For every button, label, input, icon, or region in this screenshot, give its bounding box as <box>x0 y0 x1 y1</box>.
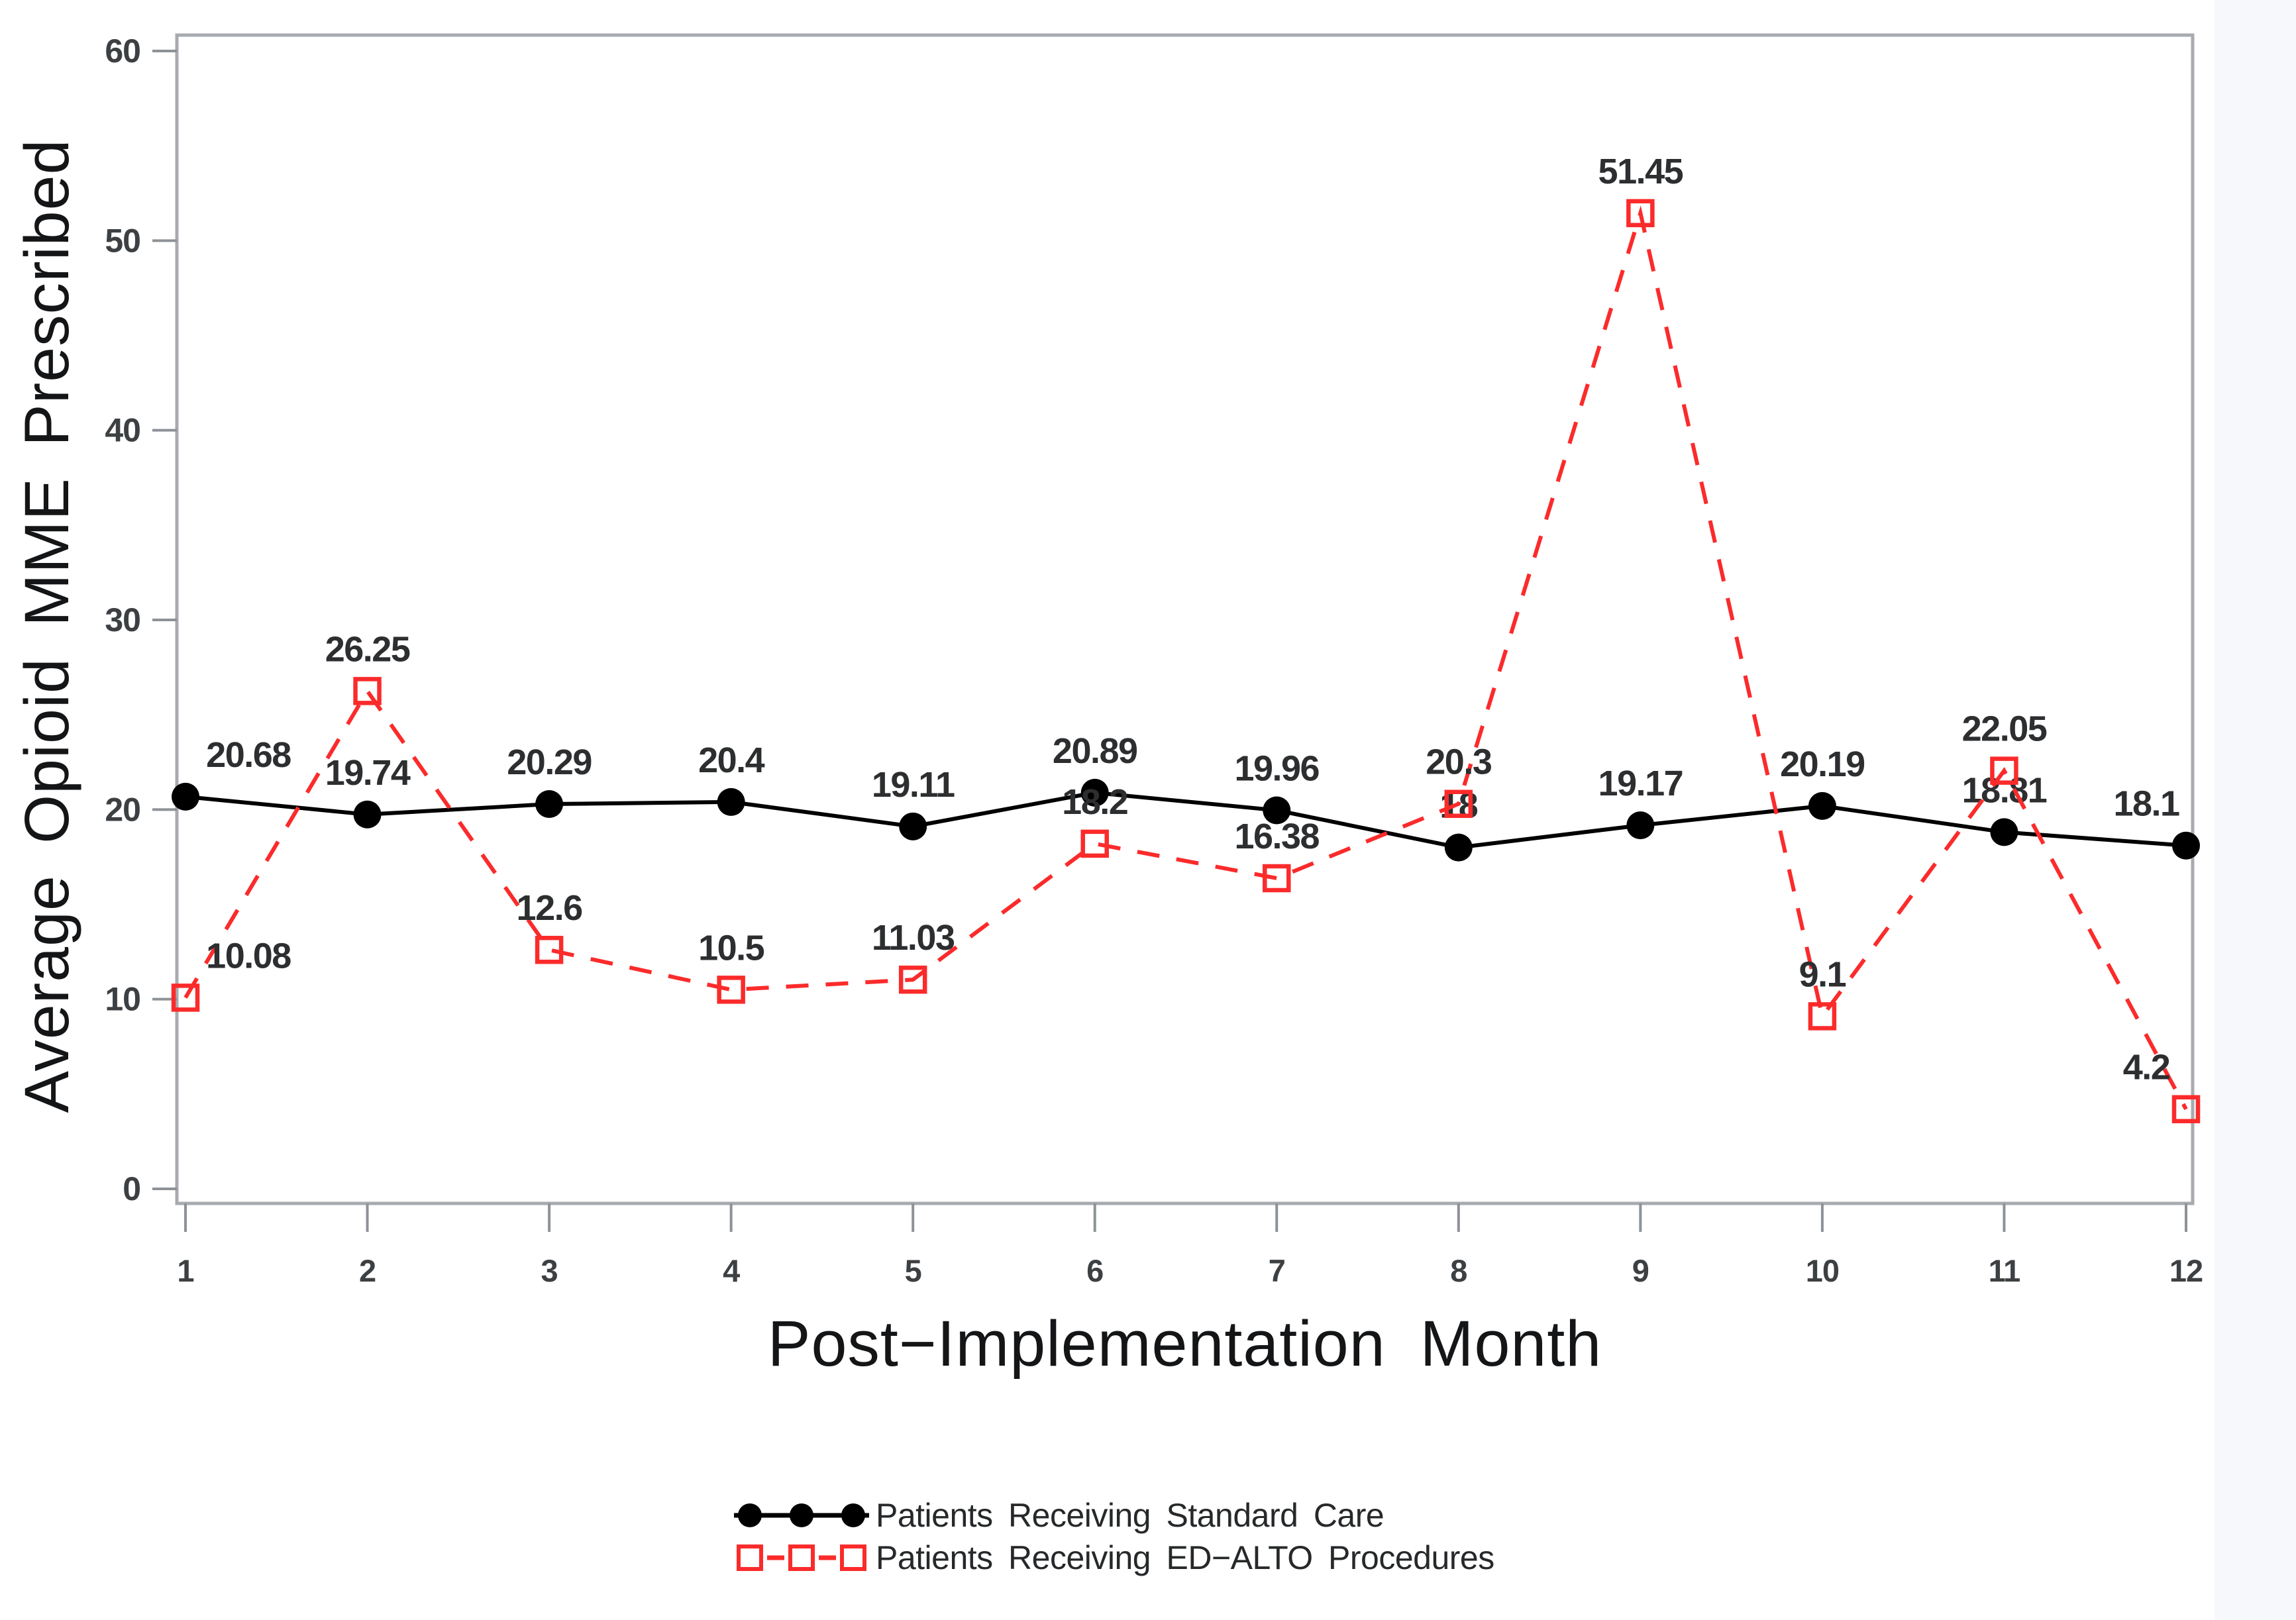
legend-filled-circle-icon <box>790 1503 813 1527</box>
legend-open-square-icon <box>737 1544 763 1571</box>
legend-open-square-icon <box>840 1544 866 1571</box>
data-point-ed-alto <box>535 935 564 964</box>
data-label: 10.08 <box>206 936 291 976</box>
data-point-ed-alto <box>1808 1002 1837 1031</box>
data-label: 10.5 <box>698 928 764 968</box>
x-tick-label: 3 <box>541 1253 558 1288</box>
data-point-ed-alto <box>1263 864 1291 893</box>
data-point-ed-alto <box>1080 829 1109 858</box>
x-tick-label: 10 <box>1806 1253 1839 1288</box>
x-tick-label: 8 <box>1450 1253 1467 1288</box>
y-tick-label: 30 <box>105 601 140 638</box>
data-point-standard-care <box>1444 833 1473 862</box>
data-label: 20.89 <box>1053 731 1137 771</box>
x-tick-label: 11 <box>1989 1253 2020 1288</box>
x-tick-label: 4 <box>723 1253 740 1288</box>
x-tick-label: 7 <box>1269 1253 1285 1288</box>
data-point-ed-alto <box>353 677 382 705</box>
y-tick-label: 0 <box>123 1170 140 1207</box>
data-label: 20.68 <box>206 735 291 775</box>
data-label: 20.3 <box>1426 742 1492 782</box>
data-label: 18.1 <box>2113 784 2179 824</box>
data-point-standard-care <box>2172 831 2200 860</box>
data-point-standard-care <box>1808 791 1836 820</box>
x-tick-label: 9 <box>1632 1253 1649 1288</box>
data-label: 12.6 <box>517 888 583 928</box>
data-point-standard-care <box>717 787 745 816</box>
data-label: 11.03 <box>872 918 955 958</box>
x-tick-label: 6 <box>1086 1253 1103 1288</box>
data-label: 20.29 <box>507 742 592 782</box>
data-label: 20.4 <box>698 740 765 780</box>
y-tick-label: 10 <box>105 981 140 1018</box>
y-tick-label: 60 <box>105 32 140 70</box>
data-label: 19.11 <box>872 765 955 805</box>
x-tick-label: 12 <box>2169 1253 2203 1288</box>
data-point-standard-care <box>353 800 382 829</box>
legend-filled-circle-icon <box>738 1503 762 1527</box>
data-label: 16.38 <box>1234 817 1319 856</box>
series-line-standard-care <box>185 790 2187 850</box>
legend-filled-circle-icon <box>841 1503 865 1527</box>
data-point-ed-alto <box>717 976 745 1004</box>
data-label: 19.17 <box>1598 764 1683 803</box>
x-tick-label: 1 <box>177 1253 193 1288</box>
data-point-ed-alto <box>898 965 927 994</box>
data-point-ed-alto <box>1626 199 1655 228</box>
data-label: 19.96 <box>1234 748 1319 788</box>
x-tick-label: 5 <box>905 1253 921 1288</box>
data-point-ed-alto <box>1444 789 1473 818</box>
data-label: 51.45 <box>1598 152 1683 191</box>
legend-item-ed-alto: Patients Receiving ED−ALTO Procedures <box>737 1539 1494 1576</box>
series-line-ed-alto <box>183 205 2188 1111</box>
data-point-standard-care <box>535 790 564 819</box>
legend-open-square-icon <box>788 1544 815 1571</box>
data-point-standard-care <box>1263 796 1291 825</box>
plot-frame <box>175 33 2195 1205</box>
data-label: 4.2 <box>2123 1048 2170 1088</box>
y-tick-label: 50 <box>105 222 140 259</box>
x-axis-title: Post−Implementation Month <box>768 1307 1602 1380</box>
data-point-standard-care <box>1626 811 1655 840</box>
legend-label: Patients Receiving ED−ALTO Procedures <box>876 1539 1494 1576</box>
data-label: 18.81 <box>1962 770 2047 810</box>
data-label: 19.74 <box>325 753 411 793</box>
data-point-ed-alto <box>171 984 200 1012</box>
data-label: 20.19 <box>1780 744 1865 784</box>
legend-item-standard-care: Patients Receiving Standard Care <box>734 1497 1384 1534</box>
scan-edge-strip <box>2215 0 2296 1620</box>
data-point-standard-care <box>1990 818 2018 846</box>
x-tick-label: 2 <box>359 1253 376 1288</box>
data-point-standard-care <box>899 812 927 840</box>
y-tick-label: 40 <box>105 412 140 449</box>
y-tick-label: 20 <box>105 791 140 828</box>
data-label: 18.2 <box>1062 782 1127 822</box>
data-label: 26.25 <box>325 629 410 669</box>
data-point-standard-care <box>172 782 199 811</box>
data-point-ed-alto <box>1990 756 2018 785</box>
y-axis-title: Average Opioid MME Prescribed <box>12 139 82 1113</box>
data-label: 22.05 <box>1962 709 2047 749</box>
data-point-ed-alto <box>2171 1095 2201 1123</box>
data-label: 9.1 <box>1799 954 1846 994</box>
data-point-standard-care <box>1080 778 1109 807</box>
legend-label: Patients Receiving Standard Care <box>876 1497 1384 1534</box>
